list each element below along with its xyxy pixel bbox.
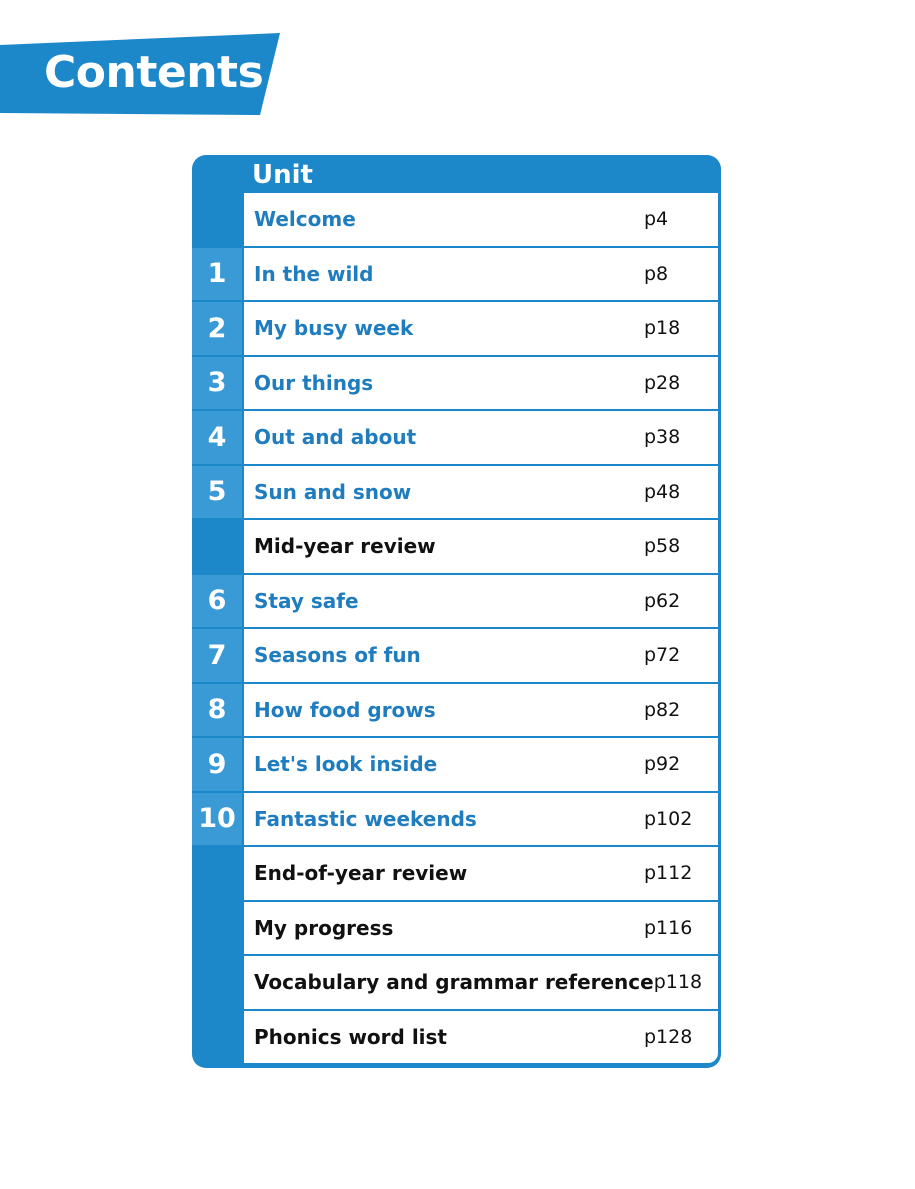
row-text-cell: Our things p28 xyxy=(244,356,718,409)
section-title[interactable]: How food grows xyxy=(254,697,436,722)
section-title[interactable]: Welcome xyxy=(254,207,356,232)
page-number: p38 xyxy=(644,426,681,449)
table-row[interactable]: End-of-year review p112 xyxy=(192,847,721,902)
table-row[interactable]: 7 Seasons of fun p72 xyxy=(192,629,721,684)
row-text-cell: How food grows p82 xyxy=(244,683,718,736)
table-row[interactable]: 4 Out and about p38 xyxy=(192,411,721,466)
table-row[interactable]: 1 In the wild p8 xyxy=(192,247,721,302)
unit-number: 10 xyxy=(192,792,242,847)
unit-column-header: Unit xyxy=(252,160,313,190)
contents-table: Unit Welcome p4 1 In the wild p8 2 My busy wee… xyxy=(192,155,721,1068)
table-row[interactable]: 8 How food grows p82 xyxy=(192,683,721,738)
unit-number xyxy=(192,1011,242,1065)
row-text-cell: Seasons of fun p72 xyxy=(244,629,718,682)
section-title[interactable]: Fantastic weekends xyxy=(254,806,477,831)
unit-number: 9 xyxy=(192,738,242,793)
page-number: p4 xyxy=(644,208,669,231)
section-title[interactable]: Sun and snow xyxy=(254,479,412,504)
table-row[interactable]: 6 Stay safe p62 xyxy=(192,574,721,629)
page-number: p48 xyxy=(644,480,681,503)
row-text-cell: Out and about p38 xyxy=(244,411,718,464)
unit-number: 3 xyxy=(192,356,242,411)
page-title: Contents xyxy=(44,47,264,98)
unit-number xyxy=(192,193,242,248)
unit-number xyxy=(192,847,242,902)
page-number: p72 xyxy=(644,644,681,667)
contents-banner: Contents xyxy=(0,33,280,115)
row-text-cell: Fantastic weekends p102 xyxy=(244,792,718,845)
banner-shape xyxy=(0,33,280,115)
section-title[interactable]: Let's look inside xyxy=(254,752,438,777)
page-number: p82 xyxy=(644,698,681,721)
page-number: p116 xyxy=(644,916,693,939)
section-title[interactable]: My progress xyxy=(254,915,394,940)
section-title[interactable]: End-of-year review xyxy=(254,861,468,886)
page-number: p102 xyxy=(644,807,693,830)
row-text-cell: Vocabulary and grammar reference p118 xyxy=(244,956,718,1009)
table-row[interactable]: 10 Fantastic weekends p102 xyxy=(192,792,721,847)
table-row[interactable]: 9 Let's look inside p92 xyxy=(192,738,721,793)
table-row[interactable]: Vocabulary and grammar reference p118 xyxy=(192,956,721,1011)
page-number: p18 xyxy=(644,317,681,340)
unit-number xyxy=(192,956,242,1011)
row-text-cell: Let's look inside p92 xyxy=(244,738,718,791)
section-title[interactable]: Mid-year review xyxy=(254,534,436,559)
page-number: p58 xyxy=(644,535,681,558)
section-title[interactable]: Stay safe xyxy=(254,588,359,613)
page-number: p112 xyxy=(644,862,693,885)
table-row[interactable]: 2 My busy week p18 xyxy=(192,302,721,357)
row-text-cell: My busy week p18 xyxy=(244,302,718,355)
row-text-cell: Welcome p4 xyxy=(244,193,718,246)
page-number: p92 xyxy=(644,753,681,776)
row-text-cell: In the wild p8 xyxy=(244,247,718,300)
unit-number: 4 xyxy=(192,411,242,466)
unit-number: 7 xyxy=(192,629,242,684)
table-row[interactable]: Phonics word list p128 xyxy=(192,1010,721,1065)
unit-number: 8 xyxy=(192,683,242,738)
page-number: p8 xyxy=(644,262,669,285)
section-title[interactable]: Phonics word list xyxy=(254,1024,447,1049)
unit-number: 1 xyxy=(192,247,242,302)
section-title[interactable]: My busy week xyxy=(254,316,414,341)
table-row[interactable]: 3 Our things p28 xyxy=(192,356,721,411)
table-row[interactable]: Mid-year review p58 xyxy=(192,520,721,575)
section-title[interactable]: In the wild xyxy=(254,261,374,286)
row-text-cell: Sun and snow p48 xyxy=(244,465,718,518)
table-row[interactable]: My progress p116 xyxy=(192,901,721,956)
unit-number: 2 xyxy=(192,302,242,357)
row-text-cell: Phonics word list p128 xyxy=(244,1010,718,1063)
row-text-cell: Mid-year review p58 xyxy=(244,520,718,573)
row-text-cell: Stay safe p62 xyxy=(244,574,718,627)
table-row[interactable]: Welcome p4 xyxy=(192,193,721,248)
page-number: p128 xyxy=(644,1025,693,1048)
section-title[interactable]: Seasons of fun xyxy=(254,643,421,668)
page-number: p28 xyxy=(644,371,681,394)
row-text-cell: My progress p116 xyxy=(244,901,718,954)
section-title[interactable]: Out and about xyxy=(254,425,417,450)
page-number: p62 xyxy=(644,589,681,612)
unit-number: 5 xyxy=(192,465,242,520)
unit-number xyxy=(192,520,242,575)
unit-number: 6 xyxy=(192,574,242,629)
contents-rows: Welcome p4 1 In the wild p8 2 My busy week p18 3… xyxy=(192,193,721,1065)
table-row[interactable]: 5 Sun and snow p48 xyxy=(192,465,721,520)
unit-number xyxy=(192,902,242,956)
section-title[interactable]: Vocabulary and grammar reference xyxy=(254,970,654,995)
page-number: p118 xyxy=(653,971,703,994)
section-title[interactable]: Our things xyxy=(254,370,374,395)
row-text-cell: End-of-year review p112 xyxy=(244,847,718,900)
